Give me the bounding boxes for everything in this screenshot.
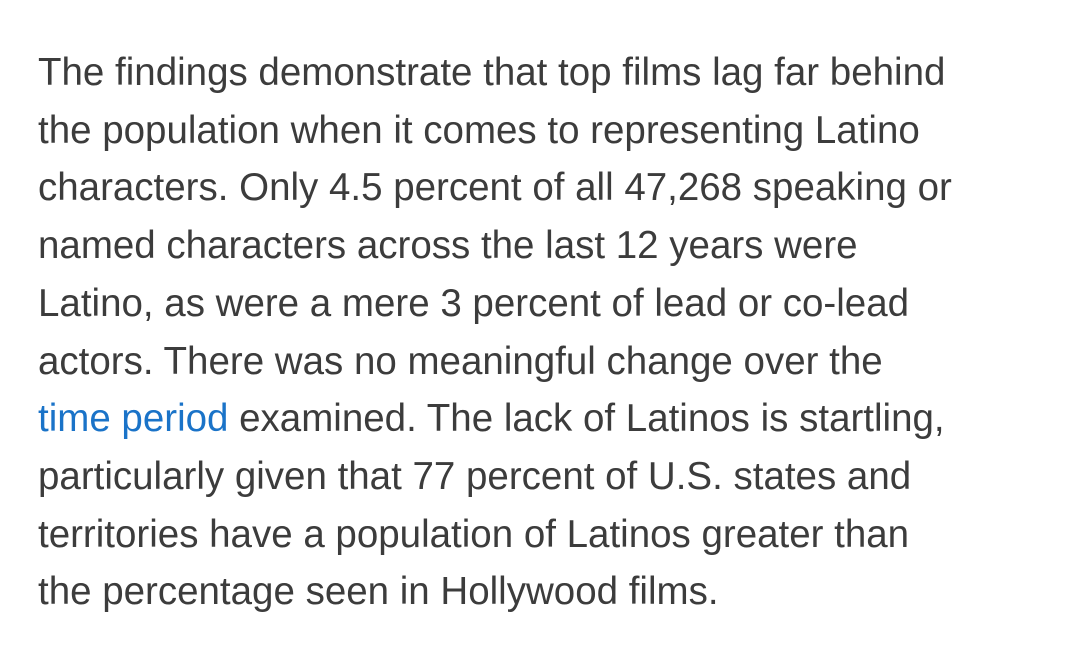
paragraph-line: territories have a population of Latinos… <box>38 512 910 556</box>
paragraph-line: The findings demonstrate that top films … <box>38 51 946 94</box>
paragraph-line-text: examined. The lack of Latinos is startli… <box>228 397 945 441</box>
paragraph-line-with-link: time period examined. The lack of Latino… <box>38 390 1068 448</box>
article-paragraph: The findings demonstrate that top films … <box>38 44 1068 621</box>
paragraph-line: the population when it comes to represen… <box>38 108 920 152</box>
paragraph-line: characters. Only 4.5 percent of all 47,2… <box>38 166 952 210</box>
paragraph-line: the percentage seen in Hollywood films. <box>38 570 719 614</box>
paragraph-line: actors. There was no meaningful change o… <box>38 339 883 383</box>
paragraph-line: Latino, as were a mere 3 percent of lead… <box>38 281 910 325</box>
paragraph-line: named characters across the last 12 year… <box>38 224 858 268</box>
paragraph-line: particularly given that 77 percent of U.… <box>38 454 912 498</box>
time-period-link[interactable]: time period <box>38 397 229 441</box>
